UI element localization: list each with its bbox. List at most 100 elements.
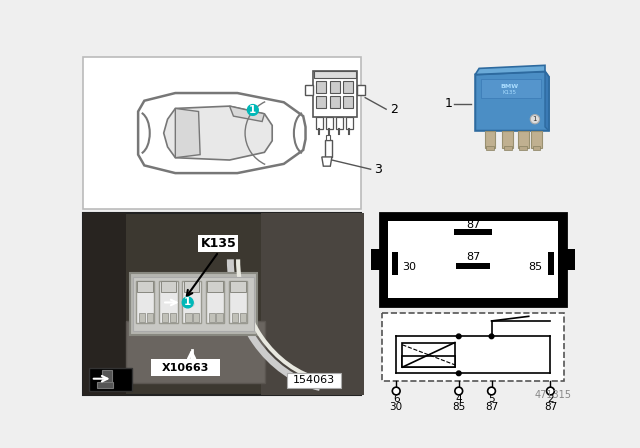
Polygon shape <box>198 235 238 252</box>
Polygon shape <box>330 96 340 108</box>
Polygon shape <box>531 131 542 148</box>
Circle shape <box>488 387 495 395</box>
Text: K135: K135 <box>201 237 237 250</box>
Circle shape <box>392 387 400 395</box>
Circle shape <box>489 334 494 339</box>
Text: 87: 87 <box>466 252 480 262</box>
Polygon shape <box>403 343 455 367</box>
Polygon shape <box>147 313 153 323</box>
Polygon shape <box>312 71 358 117</box>
Text: X10663: X10663 <box>162 363 209 373</box>
Polygon shape <box>476 65 545 74</box>
Text: 85: 85 <box>528 262 542 272</box>
Polygon shape <box>336 117 343 129</box>
Polygon shape <box>456 263 490 269</box>
Polygon shape <box>209 313 215 323</box>
Text: 6: 6 <box>393 395 399 405</box>
Polygon shape <box>476 72 549 131</box>
Text: 1: 1 <box>445 97 453 110</box>
Polygon shape <box>90 368 132 391</box>
Polygon shape <box>330 81 340 93</box>
Polygon shape <box>484 131 495 148</box>
Polygon shape <box>83 57 360 209</box>
Polygon shape <box>193 313 199 323</box>
Polygon shape <box>358 85 365 95</box>
Polygon shape <box>481 79 541 99</box>
Polygon shape <box>216 313 223 323</box>
Polygon shape <box>175 108 200 158</box>
Circle shape <box>455 387 463 395</box>
Polygon shape <box>205 281 224 323</box>
Polygon shape <box>504 146 511 150</box>
Polygon shape <box>138 281 153 293</box>
Polygon shape <box>164 106 272 160</box>
Polygon shape <box>170 313 176 323</box>
Polygon shape <box>486 146 494 150</box>
Text: 87: 87 <box>466 220 480 230</box>
Polygon shape <box>151 359 220 376</box>
Polygon shape <box>139 313 145 323</box>
Text: 30: 30 <box>390 402 403 412</box>
Polygon shape <box>229 281 248 323</box>
Polygon shape <box>520 146 527 150</box>
Text: 87: 87 <box>485 402 498 412</box>
Polygon shape <box>232 313 238 323</box>
Polygon shape <box>182 281 201 323</box>
Circle shape <box>189 302 194 306</box>
Polygon shape <box>325 140 332 157</box>
Text: 471315: 471315 <box>534 390 572 400</box>
Text: BMW: BMW <box>500 84 518 89</box>
Polygon shape <box>129 273 257 335</box>
Polygon shape <box>346 117 353 129</box>
Text: 4: 4 <box>456 395 462 405</box>
Polygon shape <box>382 313 564 381</box>
Text: 3: 3 <box>374 163 382 176</box>
Polygon shape <box>97 382 113 388</box>
Polygon shape <box>548 252 554 275</box>
Polygon shape <box>287 373 341 388</box>
Polygon shape <box>532 146 540 150</box>
Circle shape <box>456 371 461 375</box>
Polygon shape <box>161 281 176 293</box>
Polygon shape <box>239 313 246 323</box>
Polygon shape <box>326 135 330 140</box>
Polygon shape <box>326 117 333 129</box>
Polygon shape <box>184 281 199 293</box>
Polygon shape <box>83 213 125 395</box>
Text: 85: 85 <box>452 402 465 412</box>
Polygon shape <box>518 131 529 148</box>
Polygon shape <box>83 213 360 395</box>
Polygon shape <box>380 213 566 306</box>
Circle shape <box>531 115 540 124</box>
Polygon shape <box>162 313 168 323</box>
Polygon shape <box>343 96 353 108</box>
Polygon shape <box>138 93 305 173</box>
Circle shape <box>456 334 461 339</box>
Text: 1: 1 <box>532 116 537 122</box>
Circle shape <box>248 104 259 115</box>
Polygon shape <box>207 281 223 293</box>
Text: 2: 2 <box>547 395 554 405</box>
Polygon shape <box>454 228 492 235</box>
Polygon shape <box>388 221 558 298</box>
Polygon shape <box>502 131 513 148</box>
Circle shape <box>182 297 193 308</box>
Polygon shape <box>102 370 112 384</box>
Text: 30: 30 <box>403 262 417 272</box>
Polygon shape <box>403 356 455 367</box>
Text: 2: 2 <box>390 103 398 116</box>
Text: 5: 5 <box>488 395 495 405</box>
Polygon shape <box>316 96 326 108</box>
Polygon shape <box>392 252 397 275</box>
Polygon shape <box>322 157 332 166</box>
Text: K135: K135 <box>502 90 516 95</box>
Polygon shape <box>305 85 312 95</box>
Polygon shape <box>159 281 178 323</box>
Polygon shape <box>230 106 264 121</box>
Polygon shape <box>186 313 191 323</box>
Circle shape <box>547 387 554 395</box>
Polygon shape <box>134 277 253 331</box>
Text: 154063: 154063 <box>293 375 335 385</box>
Polygon shape <box>314 71 356 78</box>
Polygon shape <box>316 117 323 129</box>
